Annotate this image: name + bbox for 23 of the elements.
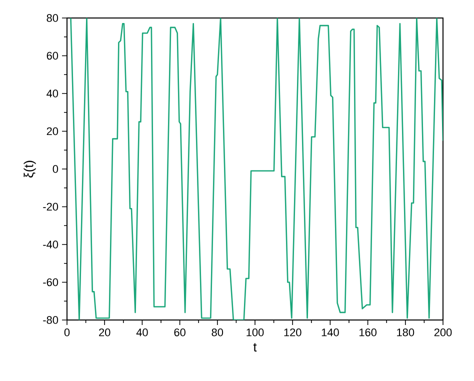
x-tick-label: 140 bbox=[322, 328, 339, 336]
y-axis-title: ξ(t) bbox=[24, 160, 36, 178]
x-tick-label: 160 bbox=[359, 328, 376, 336]
y-tick-label: -20 bbox=[43, 202, 58, 211]
x-tick-label: 60 bbox=[174, 328, 186, 336]
y-tick-label: 20 bbox=[46, 127, 58, 136]
y-tick-label: 60 bbox=[46, 52, 58, 60]
x-tick-label: 20 bbox=[99, 328, 110, 336]
x-tick-label: 200 bbox=[434, 328, 452, 336]
x-axis-title: t bbox=[253, 343, 257, 352]
x-tick-label: 40 bbox=[136, 328, 148, 336]
x-tick-label: 120 bbox=[284, 328, 302, 336]
x-tick-label: 0 bbox=[64, 328, 70, 336]
x-tick-label: 80 bbox=[212, 328, 224, 336]
x-tick-label: 100 bbox=[246, 328, 264, 336]
line-series bbox=[70, 18, 443, 320]
y-tick-label: 80 bbox=[46, 14, 58, 22]
y-tick-label: 0 bbox=[52, 165, 58, 173]
y-tick-label: 40 bbox=[46, 90, 58, 98]
y-tick-label: -80 bbox=[43, 316, 58, 324]
x-tick-label: 180 bbox=[397, 328, 414, 336]
y-tick-label: -40 bbox=[43, 240, 58, 248]
y-tick-label: -60 bbox=[43, 278, 58, 286]
